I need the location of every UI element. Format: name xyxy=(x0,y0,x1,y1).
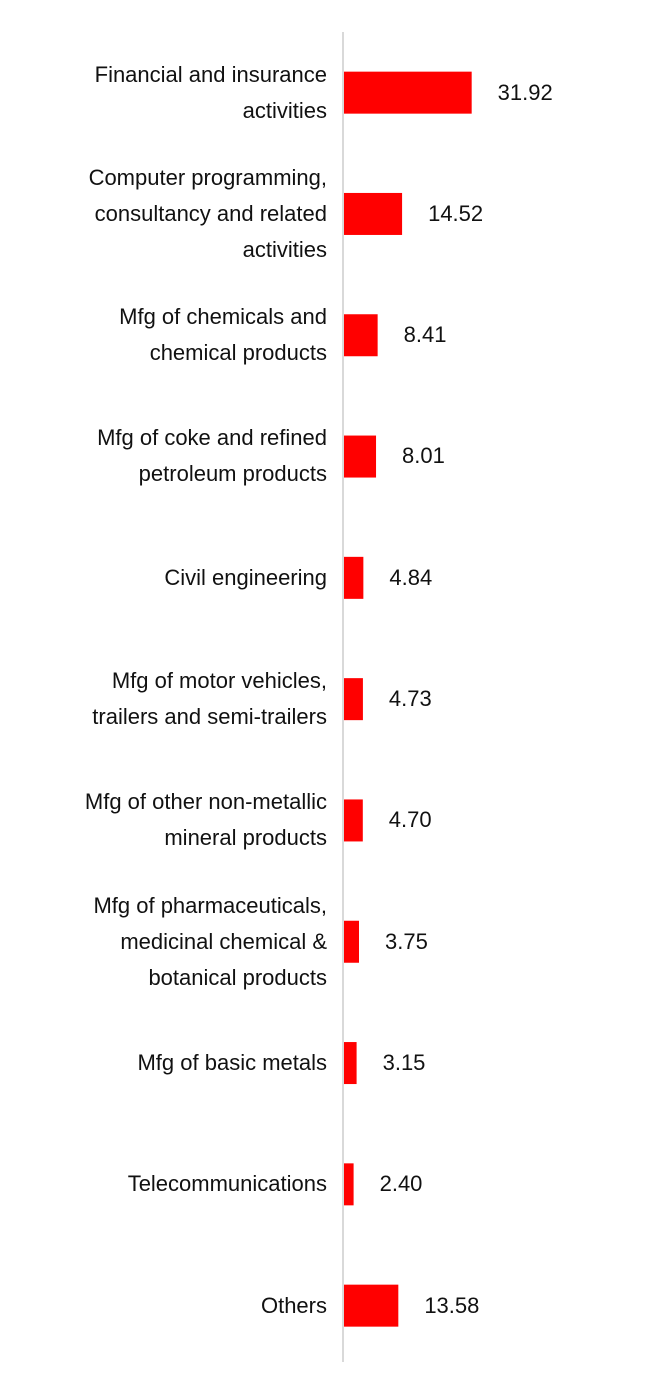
bar xyxy=(344,192,403,235)
bar xyxy=(344,920,359,963)
category-label: Others xyxy=(260,1292,327,1318)
value-label: 4.84 xyxy=(389,564,433,590)
category-label: Mfg of motor vehicles, trailers and semi… xyxy=(92,668,327,729)
category-label: Mfg of basic metals xyxy=(137,1049,327,1075)
bar xyxy=(344,435,377,478)
value-label: 13.58 xyxy=(424,1292,480,1318)
value-label: 3.75 xyxy=(385,928,428,954)
value-label: 8.01 xyxy=(402,443,445,469)
category-label: Mfg of other non-metallic mineral produc… xyxy=(84,789,327,851)
bar xyxy=(344,678,363,721)
value-label: 31.92 xyxy=(497,79,553,105)
value-label: 14.52 xyxy=(428,200,484,226)
value-label: 4.70 xyxy=(388,807,432,833)
bar xyxy=(344,1284,399,1327)
value-label: 3.15 xyxy=(382,1049,426,1075)
category-label: Computer programming, consultancy and re… xyxy=(88,164,327,262)
category-label: Mfg of coke and refined petroleum produc… xyxy=(97,425,327,487)
category-label: Telecommunications xyxy=(127,1171,327,1197)
category-label: Civil engineering xyxy=(164,564,327,590)
category-label: Financial and insurance activities xyxy=(94,61,327,123)
bar xyxy=(344,799,363,842)
bar xyxy=(344,71,472,114)
bar xyxy=(344,556,364,599)
category-label: Mfg of chemicals and chemical products xyxy=(119,304,327,366)
bar xyxy=(344,1163,354,1206)
bar xyxy=(344,314,378,357)
bar xyxy=(344,1042,357,1085)
category-label: Mfg of pharmaceuticals, medicinal chemic… xyxy=(93,892,327,990)
value-label: 4.73 xyxy=(388,686,432,711)
value-label: 2.40 xyxy=(379,1171,423,1197)
value-label: 8.41 xyxy=(403,322,447,348)
